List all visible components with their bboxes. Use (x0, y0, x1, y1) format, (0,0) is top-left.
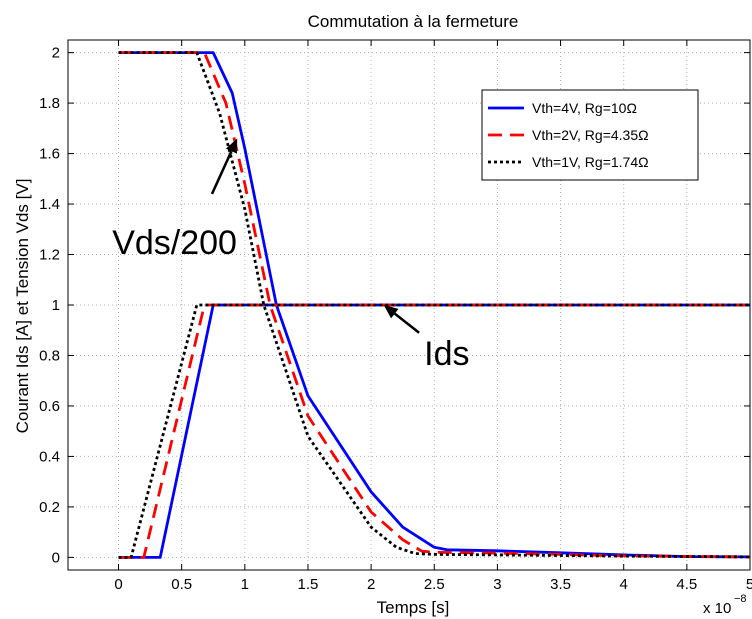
x-tick-label: 4 (620, 576, 628, 593)
annotation-label: Vds/200 (112, 224, 237, 262)
x-tick-label: 5 (746, 576, 752, 593)
y-tick-label: 0 (52, 549, 60, 566)
x-tick-label: 3 (493, 576, 501, 593)
y-tick-label: 0.8 (39, 347, 60, 364)
plot-area: 0 0.5 1 1.5 2 2.5 3 3.5 4 4.5 5 0 0.2 0.4 0.6 0.8 1 1.2 1.… (39, 39, 752, 593)
x-tick-label: 1.5 (298, 576, 319, 593)
legend-label: Vth=4V, Rg=10Ω (532, 100, 637, 116)
y-tick-label: 0.6 (39, 398, 60, 415)
x-axis-label: Temps [s] (377, 598, 450, 617)
current-curve-vth-1v-rg-1-74 (118, 303, 750, 559)
y-tick-label: 1.4 (39, 196, 60, 213)
axes-box (67, 39, 751, 571)
x-tick-label: 0 (114, 576, 122, 593)
x-tick-label: 1 (241, 576, 249, 593)
annotation-arrow-head (383, 305, 399, 319)
y-tick-label: 2 (52, 45, 60, 62)
x-tick-label: 2 (367, 576, 375, 593)
x-tick-label: 4.5 (676, 576, 697, 593)
y-tick-label: 1.8 (39, 95, 60, 112)
y-tick-label: 0.4 (39, 448, 60, 465)
annotation-arrow-head (225, 138, 238, 154)
annotation-label: Ids (424, 335, 469, 373)
x-scale-factor: x 10 −8 (703, 593, 747, 617)
x-tick-label: 3.5 (550, 576, 571, 593)
y-tick-label: 0.2 (39, 499, 60, 516)
y-axis-label: Courant Ids [A] et Tension Vds [V] (13, 179, 32, 434)
legend-label: Vth=2V, Rg=4.35Ω (532, 127, 649, 143)
chart-title: Commutation à la fermeture (308, 12, 519, 31)
x-tick-label: 0.5 (171, 576, 192, 593)
legend-label: Vth=1V, Rg=1.74Ω (532, 154, 649, 170)
voltage-curve-vth-1v-rg-1-74 (118, 51, 751, 559)
y-tick-label: 1.2 (39, 247, 60, 264)
x-multiplier: x 10 (703, 600, 731, 617)
legend: Vth=4V, Rg=10Ω Vth=2V, Rg=4.35Ω Vth=1V, Rg… (481, 89, 699, 181)
x-tick-label: 2.5 (424, 576, 445, 593)
x-exponent: −8 (734, 593, 747, 605)
y-tick-label: 1 (52, 297, 60, 314)
y-tick-label: 1.6 (39, 146, 60, 163)
annotation-arrow-shaft (210, 150, 233, 195)
annotation-arrow-shaft (393, 312, 420, 334)
